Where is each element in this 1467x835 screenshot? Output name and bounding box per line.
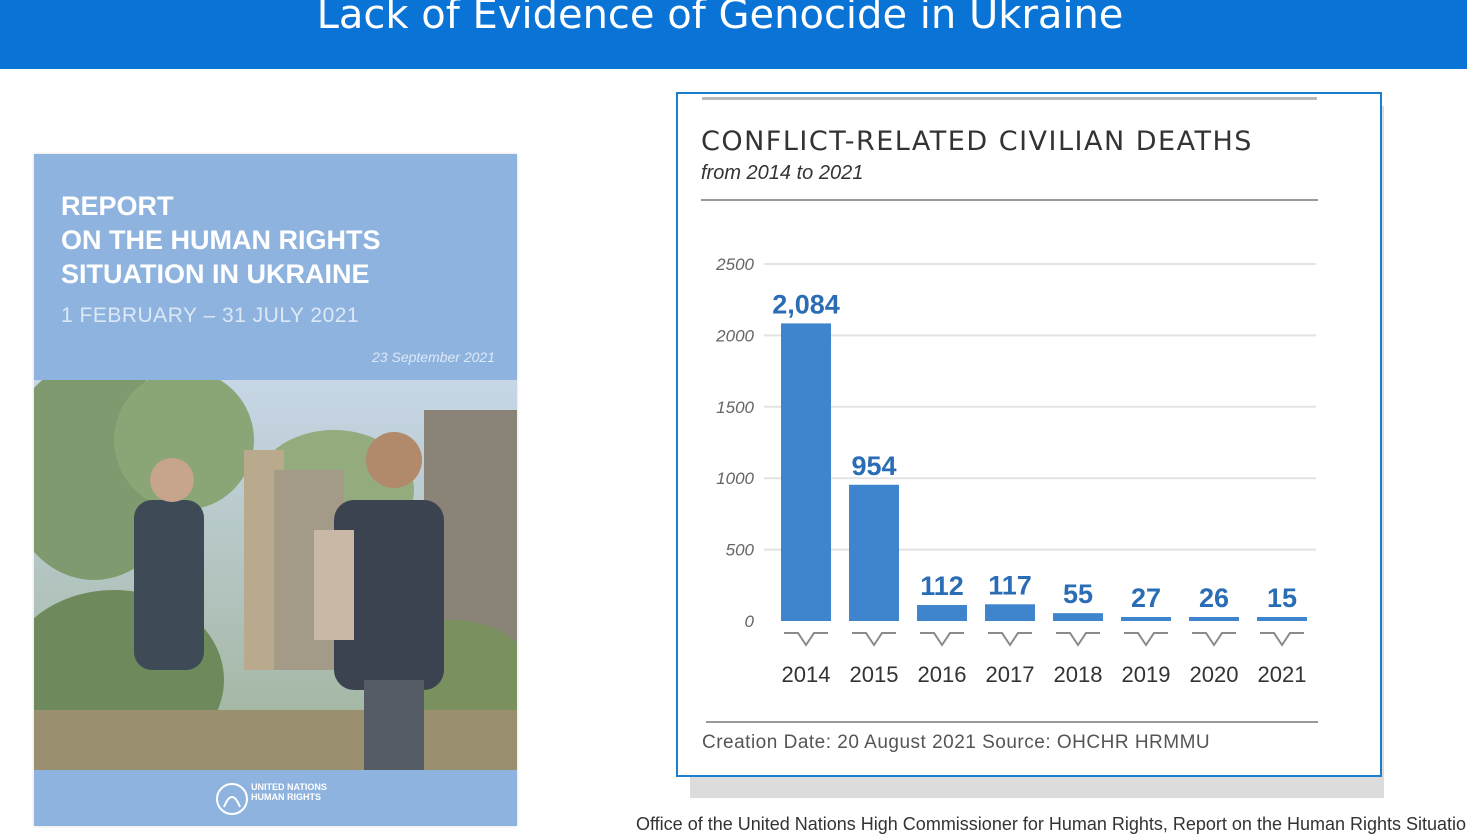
x-tick-label: 2020	[1190, 662, 1239, 687]
report-dates: 1 FEBRUARY – 31 JULY 2021	[61, 304, 360, 327]
y-tick-label: 0	[745, 612, 755, 631]
y-tick-label: 2000	[715, 326, 754, 345]
data-label: 117	[988, 570, 1032, 600]
y-tick-label: 1500	[716, 398, 754, 417]
data-label: 27	[1131, 583, 1161, 613]
data-label: 954	[851, 451, 896, 481]
chart-title-rule	[701, 199, 1318, 201]
tick-marker	[988, 632, 1032, 647]
cover-photo	[34, 380, 517, 770]
chart-panel: CONFLICT-RELATED CIVILIAN DEATHS from 20…	[676, 92, 1382, 777]
bar	[985, 604, 1035, 621]
bar	[1257, 617, 1307, 621]
x-tick-label: 2017	[986, 662, 1035, 687]
tick-marker	[1056, 632, 1100, 647]
bar	[1189, 617, 1239, 621]
report-cover-image: REPORT ON THE HUMAN RIGHTS SITUATION IN …	[34, 154, 517, 826]
x-tick-label: 2021	[1258, 662, 1307, 687]
bar	[849, 484, 899, 621]
tick-marker	[1124, 632, 1168, 647]
bar	[917, 605, 967, 621]
data-label: 15	[1267, 583, 1297, 613]
bar	[1121, 617, 1171, 621]
report-publication-date: 23 September 2021	[372, 349, 495, 365]
un-logo-text: UNITED NATIONS HUMAN RIGHTS	[251, 782, 327, 802]
x-tick-label: 2014	[782, 662, 831, 687]
tick-marker	[852, 632, 896, 647]
tick-marker	[1192, 632, 1236, 647]
x-tick-label: 2019	[1122, 662, 1171, 687]
tick-marker	[784, 632, 828, 647]
y-tick-label: 500	[726, 541, 755, 560]
chart-subtitle: from 2014 to 2021	[701, 162, 864, 184]
chart-footer: Creation Date: 20 August 2021 Source: OH…	[702, 732, 1211, 753]
slide-caption: Office of the United Nations High Commis…	[636, 814, 1467, 834]
data-label: 2,084	[772, 289, 840, 319]
bar	[1053, 613, 1103, 621]
tick-marker	[920, 632, 964, 647]
slide-title: Lack of Evidence of Genocide in Ukraine	[316, 0, 1124, 38]
data-label: 26	[1199, 583, 1229, 613]
bar-chart: 2500 2000 1500 1000 500 0 2,084 2014 954 2015 112 2…	[715, 255, 1316, 687]
data-label: 112	[920, 571, 964, 601]
chart-top-rule	[702, 97, 1317, 100]
un-emblem-icon	[216, 783, 248, 815]
chart-bottom-rule	[706, 721, 1318, 723]
x-tick-label: 2015	[850, 662, 899, 687]
chart-title: CONFLICT-RELATED CIVILIAN DEATHS	[701, 126, 1253, 157]
x-tick-label: 2018	[1054, 662, 1103, 687]
y-tick-label: 1000	[716, 469, 754, 488]
report-title: REPORT ON THE HUMAN RIGHTS SITUATION IN …	[61, 191, 381, 289]
data-label: 55	[1063, 579, 1093, 609]
title-banner: Lack of Evidence of Genocide in Ukraine	[0, 0, 1467, 69]
bar	[781, 323, 831, 621]
y-tick-label: 2500	[715, 255, 754, 274]
x-tick-label: 2016	[918, 662, 967, 687]
tick-marker	[1260, 632, 1304, 647]
